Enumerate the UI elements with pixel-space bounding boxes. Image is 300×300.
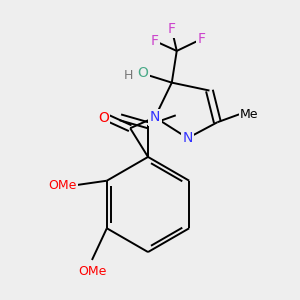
- Text: OMe: OMe: [48, 179, 76, 192]
- Text: Me: Me: [240, 108, 258, 121]
- Text: F: F: [197, 32, 206, 46]
- Text: N: N: [182, 131, 193, 145]
- Text: O: O: [98, 111, 109, 125]
- Text: OMe: OMe: [78, 266, 106, 278]
- Text: O: O: [138, 66, 148, 80]
- Text: F: F: [151, 34, 159, 48]
- Text: F: F: [168, 22, 176, 36]
- Text: N: N: [150, 110, 160, 124]
- Text: H: H: [124, 69, 133, 82]
